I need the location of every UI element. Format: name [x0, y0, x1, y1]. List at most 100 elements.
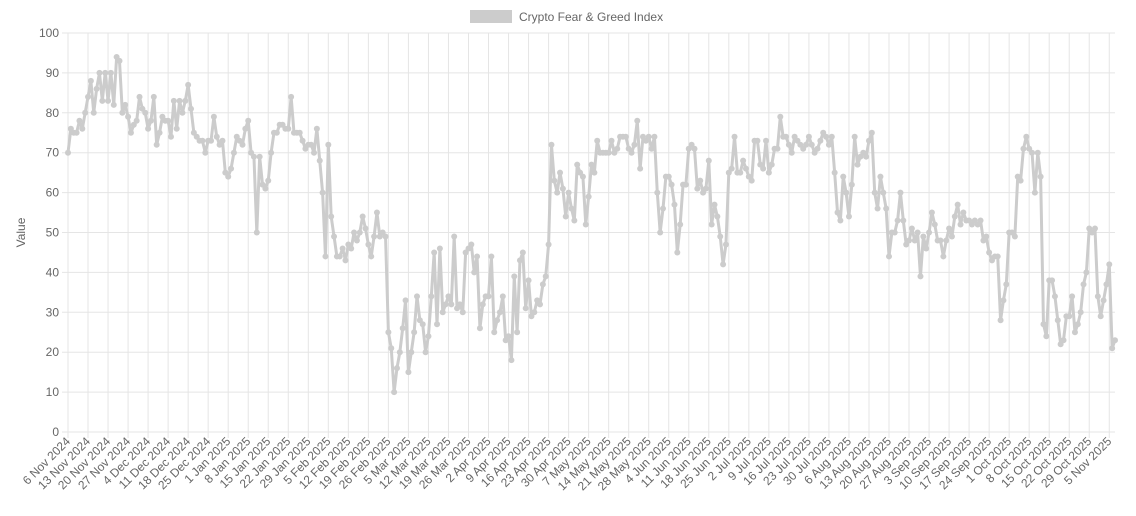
data-point [579, 173, 586, 180]
data-point [783, 133, 790, 140]
data-point [411, 329, 418, 336]
data-point [356, 229, 363, 236]
data-point [906, 237, 913, 244]
data-point [85, 93, 92, 100]
data-point [273, 129, 280, 136]
data-point [851, 133, 858, 140]
data-point [742, 165, 749, 172]
data-point [911, 237, 918, 244]
data-point [328, 213, 335, 220]
data-point [731, 133, 738, 140]
data-point [874, 205, 881, 212]
data-point [1112, 337, 1118, 344]
data-point [614, 145, 621, 152]
data-point [1109, 345, 1116, 352]
data-point [854, 161, 861, 168]
data-point [496, 309, 503, 316]
data-point [342, 257, 349, 264]
data-point [368, 253, 375, 260]
y-tick-label: 40 [46, 265, 60, 279]
data-point [99, 97, 106, 104]
y-axis-label: Value [14, 217, 28, 247]
data-point [760, 165, 767, 172]
data-point [865, 137, 872, 144]
data-point [657, 229, 664, 236]
data-point [285, 125, 292, 132]
data-point [388, 345, 395, 352]
data-point [147, 117, 154, 124]
data-point [660, 205, 667, 212]
data-point [90, 109, 97, 116]
data-point [125, 113, 132, 120]
data-point [351, 229, 358, 236]
data-point [185, 81, 192, 88]
data-point [65, 149, 71, 156]
data-point [422, 349, 429, 356]
data-point [548, 141, 555, 148]
data-point [156, 129, 163, 136]
data-point [920, 233, 927, 240]
data-point [840, 173, 847, 180]
data-point [485, 293, 492, 300]
data-point [711, 201, 718, 208]
data-point [373, 209, 380, 216]
y-tick-label: 80 [46, 106, 60, 120]
data-point [1051, 293, 1058, 300]
data-point [808, 141, 815, 148]
data-point [1083, 269, 1090, 276]
data-point [720, 261, 727, 268]
data-point [831, 169, 838, 176]
data-point [79, 125, 86, 132]
data-point [1097, 313, 1104, 320]
data-point [986, 249, 993, 256]
data-point [434, 321, 441, 328]
data-point [943, 237, 950, 244]
data-point [474, 253, 481, 260]
data-point [1060, 337, 1067, 344]
data-point [262, 185, 269, 192]
data-point [396, 349, 403, 356]
data-point [1066, 313, 1073, 320]
data-point [737, 169, 744, 176]
data-point [213, 133, 220, 140]
data-point [391, 389, 398, 396]
data-point [1037, 173, 1044, 180]
data-point [880, 189, 887, 196]
data-point [883, 205, 890, 212]
data-point [559, 185, 566, 192]
y-tick-label: 60 [46, 186, 60, 200]
data-point [348, 245, 355, 252]
y-tick-label: 0 [52, 425, 59, 439]
data-point [951, 213, 958, 220]
data-point [948, 233, 955, 240]
data-point [1043, 333, 1050, 340]
data-point [439, 309, 446, 316]
data-point [136, 93, 143, 100]
data-point [265, 177, 272, 184]
data-point [516, 257, 523, 264]
data-point [571, 217, 578, 224]
data-point [325, 141, 332, 148]
data-point [425, 333, 432, 340]
data-point [674, 249, 681, 256]
data-point [1017, 177, 1024, 184]
data-point [1100, 297, 1107, 304]
data-point [551, 177, 558, 184]
data-point [654, 189, 661, 196]
data-point [1020, 145, 1027, 152]
data-point [505, 333, 512, 340]
data-point [225, 173, 232, 180]
data-point [1040, 321, 1047, 328]
data-point [631, 141, 638, 148]
data-point [245, 117, 252, 124]
data-point [296, 129, 303, 136]
data-point [288, 93, 295, 100]
data-point [242, 125, 249, 132]
data-point [87, 77, 94, 84]
data-point [997, 317, 1004, 324]
data-point [1080, 281, 1087, 288]
data-point [1091, 225, 1098, 232]
data-point [554, 189, 561, 196]
data-point [1069, 293, 1076, 300]
